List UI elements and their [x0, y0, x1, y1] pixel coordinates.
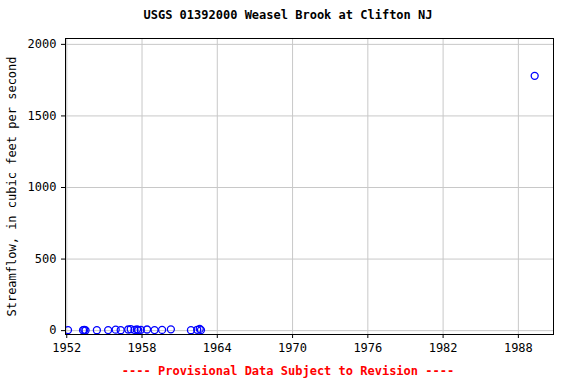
html-text:USGS 01392000 Weasel Brook at: USGS 01392000 Weasel Brook at Clifton NJ [143, 8, 433, 22]
svg-text:1976: 1976 [353, 341, 382, 355]
svg-text:1000: 1000 [28, 180, 57, 194]
svg-text:0: 0 [49, 323, 56, 337]
svg-text:1970: 1970 [278, 341, 307, 355]
svg-text:500: 500 [35, 252, 57, 266]
svg-text:1988: 1988 [504, 341, 533, 355]
svg-text:1982: 1982 [429, 341, 458, 355]
svg-text:1500: 1500 [28, 109, 57, 123]
svg-text:1952: 1952 [52, 341, 81, 355]
html-text:---- Provisional Data Subject: ---- Provisional Data Subject to Revisio… [121, 364, 455, 378]
svg-text:1964: 1964 [203, 341, 232, 355]
svg-text:Streamflow, in cubic feet per: Streamflow, in cubic feet per second [5, 56, 19, 316]
svg-text:1958: 1958 [128, 341, 157, 355]
svg-text:2000: 2000 [28, 37, 57, 51]
